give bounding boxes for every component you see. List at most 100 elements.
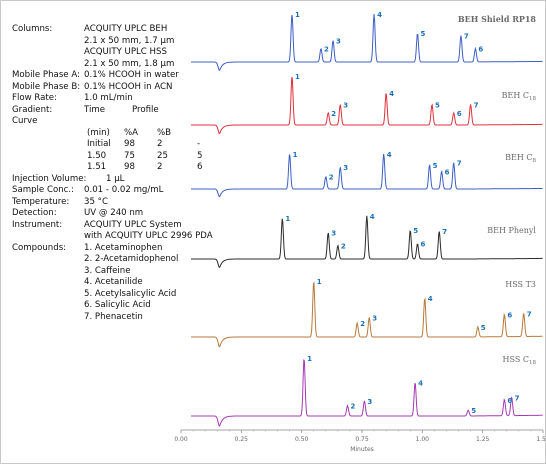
trace-line (191, 281, 543, 348)
peak-label: 6 (478, 46, 483, 54)
columns-line: ACQUITY UPLC BEH (84, 24, 168, 34)
peak-label: 3 (336, 37, 341, 45)
peak-label: 7 (474, 101, 479, 109)
peak-label: 4 (370, 213, 375, 221)
detection-label: Detection: (12, 208, 57, 218)
peak-label: 5 (433, 162, 438, 170)
peak-label: 3 (331, 230, 336, 238)
trace-line (191, 76, 543, 135)
compound-item: 6. Salicylic Acid (84, 300, 151, 310)
gradient-cell: 6 (197, 162, 203, 172)
peak-label: 3 (367, 398, 372, 406)
peak-label: 1 (295, 73, 300, 81)
peak-label: 6 (445, 168, 450, 176)
gradient-col-header: %A (124, 127, 139, 138)
gradient-col-header: %B (157, 127, 172, 138)
compound-item: 3. Caffeine (84, 265, 131, 276)
mobile-a-value: 0.1% HCOOH in water (84, 70, 179, 80)
x-tick-label: 0.50 (295, 436, 309, 443)
sample-value: 0.01 - 0.02 mg/mL (84, 185, 164, 195)
compound-item: 5. Acetylsalicylic Acid (84, 288, 177, 299)
gradient-col-header: (min) (87, 127, 110, 138)
peak-label: 4 (377, 11, 382, 19)
peak-label: 6 (457, 110, 462, 118)
column-label: HSS T3 (505, 280, 536, 289)
peak-label: 1 (285, 215, 290, 223)
instrument-line: with ACQUITY UPLC 2996 PDA (84, 231, 213, 241)
peak-label: 5 (481, 324, 486, 332)
columns-line: ACQUITY UPLC HSS (84, 47, 167, 57)
peak-label: 2 (360, 320, 365, 328)
peak-label: 4 (389, 90, 394, 98)
peak-label: 7 (457, 160, 462, 168)
x-tick-label: 1.25 (476, 436, 490, 443)
peak-label: 7 (515, 394, 520, 402)
injection-value: 1 µL (106, 173, 125, 184)
column-label: HSS C18 (503, 355, 537, 366)
mobile-b-label: Mobile Phase B: (12, 81, 81, 92)
columns-label: Columns: (12, 24, 53, 34)
column-label: BEH Shield RP18 (458, 14, 537, 24)
flow-label: Flow Rate: (12, 93, 57, 103)
compounds-label: Compounds: (12, 242, 67, 253)
column-label: BEH Phenyl (487, 226, 536, 235)
mobile-b-value: 0.1% HCOOH in ACN (84, 81, 173, 92)
detection-value: UV @ 240 nm (84, 208, 144, 218)
peak-label: 7 (442, 228, 447, 236)
peak-label: 4 (428, 295, 433, 303)
peak-label: 1 (317, 278, 322, 286)
peak-label: 2 (331, 110, 336, 118)
gradient-cell: 2 (157, 162, 163, 172)
x-tick-label: 1.50 (536, 436, 546, 443)
temperature-label: Temperature: (12, 196, 70, 207)
gradient-label: Gradient: (12, 104, 53, 115)
gradient-profile-header: Profile (132, 104, 159, 115)
peak-label: 4 (418, 379, 423, 387)
peak-label: 2 (324, 46, 329, 54)
instrument-label: Instrument: (12, 219, 63, 230)
peak-label: 3 (343, 164, 348, 172)
columns-line: 2.1 x 50 mm, 1.7 µm (84, 35, 175, 46)
peak-label: 2 (329, 174, 334, 182)
curve-label: Curve (12, 116, 38, 126)
gradient-cell: - (197, 139, 201, 149)
peak-label: 7 (464, 33, 469, 41)
peak-label: 4 (387, 151, 392, 159)
x-tick-label: 0.00 (174, 436, 188, 443)
gradient-cell: Initial (87, 139, 111, 149)
x-axis-title: Minutes (350, 446, 374, 453)
gradient-cell: 5 (197, 150, 203, 161)
trace-line (191, 215, 543, 268)
peak-label: 3 (343, 101, 348, 109)
peak-label: 2 (341, 243, 346, 251)
gradient-cell: 1.51 (87, 162, 107, 172)
gradient-cell: 98 (124, 162, 135, 172)
peak-label: 6 (421, 241, 426, 249)
peak-label: 5 (413, 227, 418, 235)
x-tick-label: 0.25 (235, 436, 249, 443)
gradient-cell: 75 (124, 150, 135, 161)
peak-label: 1 (295, 11, 300, 19)
compound-item: 4. Acetanilide (84, 277, 143, 287)
compound-item: 2. 2-Acetamidophenol (84, 254, 179, 264)
instrument-line: ACQUITY UPLC System (84, 219, 182, 230)
peak-label: 5 (421, 30, 426, 38)
sample-label: Sample Conc.: (12, 185, 75, 195)
peak-label: 5 (471, 407, 476, 415)
peak-label: 6 (507, 312, 512, 320)
column-label: BEH C18 (502, 91, 537, 102)
column-label: BEH C8 (505, 153, 536, 164)
compound-item: 1. Acetaminophen (84, 242, 163, 253)
trace-line (191, 359, 543, 427)
flow-value: 1.0 mL/min (84, 93, 133, 103)
peak-label: 5 (435, 101, 440, 109)
mobile-a-label: Mobile Phase A: (12, 70, 80, 80)
gradient-cell: 98 (124, 139, 135, 149)
peak-label: 7 (527, 311, 532, 319)
temperature-value: 35 °C (84, 196, 108, 207)
x-tick-label: 1.00 (416, 436, 430, 443)
peak-label: 1 (293, 151, 298, 159)
peak-label: 1 (307, 355, 312, 363)
